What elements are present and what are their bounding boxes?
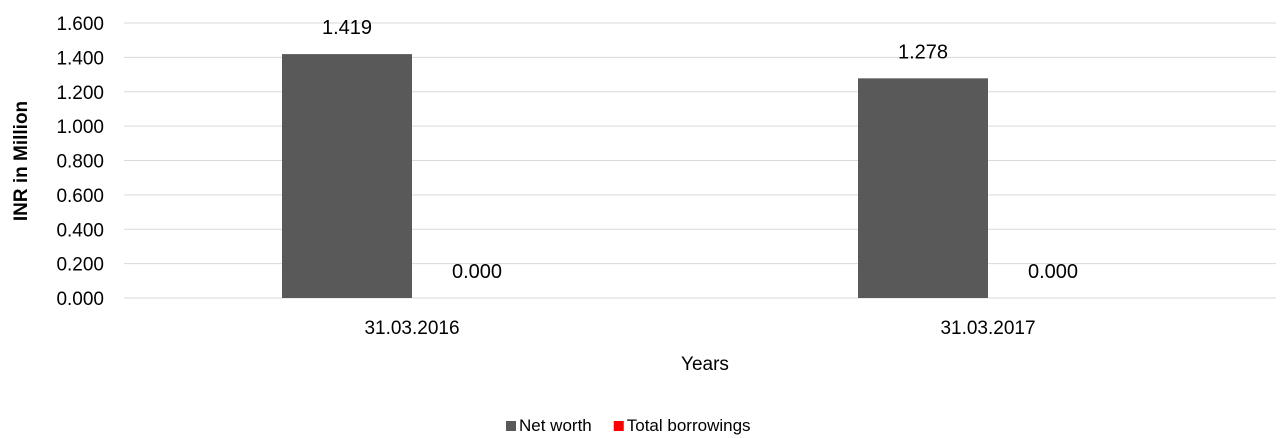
- x-axis-title: Years: [681, 354, 729, 375]
- bars: [282, 54, 988, 298]
- data-label: 1.419: [322, 17, 372, 39]
- y-tick-label: 1.400: [56, 48, 104, 69]
- y-tick-label: 0.200: [56, 255, 104, 276]
- bar-net-worth: [858, 78, 988, 298]
- legend-swatch-net-worth: [506, 421, 516, 431]
- legend-label: Net worth: [519, 416, 592, 435]
- x-tick-label: 31.03.2016: [364, 318, 459, 339]
- y-axis-ticks: 0.000 0.200 0.400 0.600 0.800 1.000 1.200 1.400…: [56, 14, 104, 310]
- x-tick-label: 31.03.2017: [940, 318, 1035, 339]
- y-axis-title: INR in Million: [11, 101, 32, 221]
- data-label: 0.000: [1028, 261, 1078, 283]
- bar-net-worth: [282, 54, 412, 298]
- y-tick-label: 0.000: [56, 289, 104, 310]
- legend: Net worth Total borrowings: [506, 416, 751, 435]
- y-tick-label: 0.800: [56, 152, 104, 173]
- y-tick-label: 1.600: [56, 14, 104, 35]
- y-tick-label: 1.200: [56, 83, 104, 104]
- y-tick-label: 0.600: [56, 186, 104, 207]
- y-tick-label: 1.000: [56, 117, 104, 138]
- legend-label: Total borrowings: [627, 416, 751, 435]
- data-labels: 1.419 0.000 1.278 0.000: [322, 17, 1078, 283]
- data-label: 1.278: [898, 41, 948, 63]
- legend-swatch-total-borrowings: [613, 421, 624, 431]
- y-tick-label: 0.400: [56, 220, 104, 241]
- data-label: 0.000: [452, 261, 502, 283]
- x-axis-ticks: 31.03.2016 31.03.2017: [364, 318, 1035, 339]
